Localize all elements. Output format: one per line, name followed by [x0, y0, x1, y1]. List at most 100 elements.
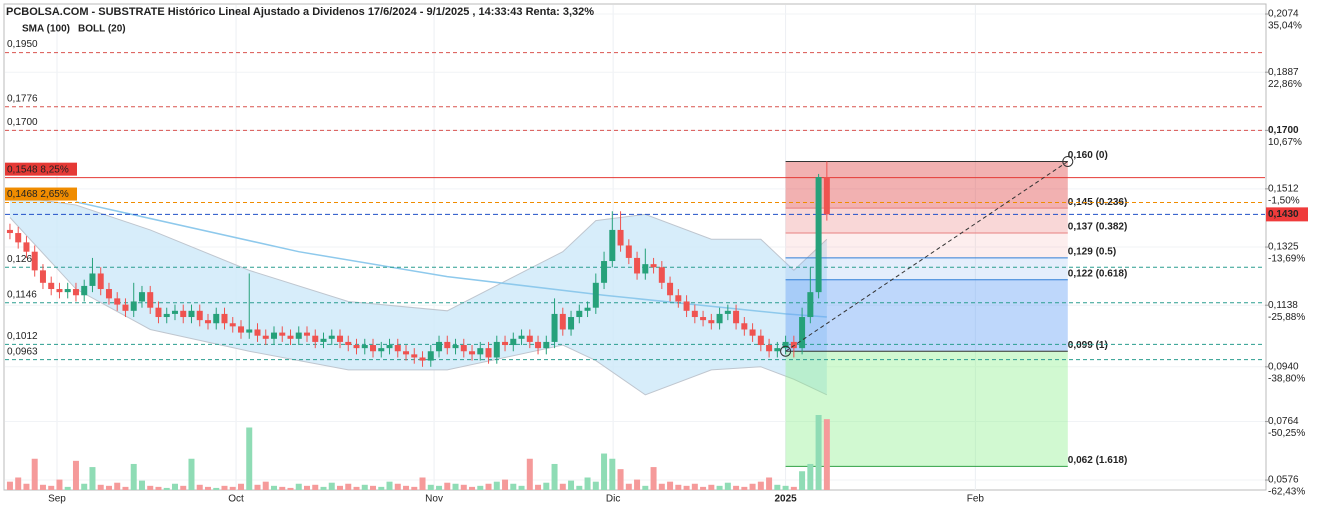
candle-body [526, 335, 533, 342]
y-percent-label: -1,50% [1268, 195, 1300, 206]
level-label-box [5, 162, 77, 176]
volume-bar [138, 480, 145, 490]
plot-layer: 0,160 (0)0,145 (0.236)0,137 (0.382)0,129… [5, 5, 1265, 490]
level-label: 0,1700 [7, 117, 38, 128]
candle-body [105, 289, 112, 299]
candle-body [559, 313, 566, 330]
y-percent-label: -25,88% [1268, 312, 1305, 323]
volume-bar [64, 486, 71, 490]
candle-body [683, 301, 690, 311]
candle-body [6, 229, 13, 234]
volume-bar [155, 486, 162, 490]
fib-label: 0,129 (0.5) [1068, 247, 1116, 258]
y-tick-label: 0,2074 [1268, 9, 1299, 20]
candle-body [287, 335, 294, 339]
volume-bar [667, 481, 674, 490]
volume-bar [48, 485, 55, 490]
volume-bar [328, 482, 335, 490]
boll-line [9, 195, 828, 312]
candle-body [171, 310, 178, 314]
candle-body [320, 338, 327, 342]
y-tick-label: 0,0764 [1268, 416, 1299, 427]
candle-body [576, 310, 583, 318]
volume-bar [493, 481, 500, 490]
candle-body [807, 292, 814, 318]
candle-body [394, 345, 401, 352]
volume-bar [262, 481, 269, 490]
fib-zone [785, 279, 1068, 352]
level-label: 0,1548 8,25% [7, 164, 69, 175]
candle-body [270, 332, 277, 339]
volume-bar [304, 485, 311, 490]
candle-body [634, 257, 641, 274]
legend-entry: BOLL (20) [78, 24, 126, 35]
candle-body [757, 335, 764, 346]
candle-body [386, 345, 393, 349]
candle-body [419, 357, 426, 361]
volume-bar [568, 480, 575, 490]
candle-body [378, 348, 385, 352]
volume-bar [312, 484, 319, 490]
candle-body [584, 307, 591, 311]
volume-bar [724, 482, 731, 490]
y-tick-label: 0,1512 [1268, 183, 1299, 194]
volume-bar [105, 485, 112, 490]
candle-body [15, 233, 22, 243]
volume-bar [171, 483, 178, 490]
candle-body [658, 267, 665, 283]
volume-bar [708, 484, 715, 490]
candle-body [130, 301, 137, 311]
fib-zone [785, 257, 1068, 280]
candle-body [460, 345, 467, 352]
volume-bar [270, 485, 277, 490]
candle-body [403, 351, 410, 355]
volume-bar [287, 487, 294, 490]
candle-body [39, 270, 46, 283]
candle-body [485, 348, 492, 358]
candle-body [749, 329, 756, 336]
boll-band [9, 195, 827, 395]
candle-body [72, 289, 79, 296]
candle-body [196, 310, 203, 321]
volume-bar [543, 482, 550, 490]
volume-bar [130, 463, 137, 490]
volume-bar [378, 486, 385, 490]
level-label-box [5, 187, 77, 201]
volume-bar [394, 483, 401, 490]
level-label: 0,1146 [7, 289, 37, 300]
volume-bar [31, 458, 38, 490]
volume-bar [114, 482, 121, 490]
volume-bar [386, 481, 393, 490]
candle-body [436, 341, 443, 352]
x-tick-label: Oct [228, 494, 244, 505]
volume-bar [444, 482, 451, 490]
candle-body [823, 177, 830, 215]
volume-bar [452, 483, 459, 490]
volume-bar [634, 479, 641, 490]
y-percent-label: -38,80% [1268, 373, 1305, 384]
volume-bar [6, 481, 13, 490]
candle-body [279, 332, 286, 336]
candle-body [708, 320, 715, 324]
candle-body [23, 242, 30, 252]
candle-body [229, 323, 236, 327]
volume-bar [749, 483, 756, 490]
volume-bar [295, 483, 302, 490]
candle-body [337, 335, 344, 342]
volume-bar [72, 460, 79, 490]
volume-bar [427, 484, 434, 490]
volume-bar [716, 485, 723, 490]
candle-body [733, 310, 740, 324]
x-tick-label: Feb [967, 494, 985, 505]
volume-bar [510, 483, 517, 490]
y-percent-label: -50,25% [1268, 428, 1305, 439]
volume-bar [683, 485, 690, 490]
candle-body [89, 273, 96, 286]
volume-bar [609, 458, 616, 490]
level-label: 0,1950 [7, 39, 38, 50]
chart-title: PCBOLSA.COM - SUBSTRATE Histórico Lineal… [6, 6, 594, 18]
fib-anchor [1062, 155, 1074, 167]
volume-bar [551, 463, 558, 490]
candle-body [551, 313, 558, 342]
